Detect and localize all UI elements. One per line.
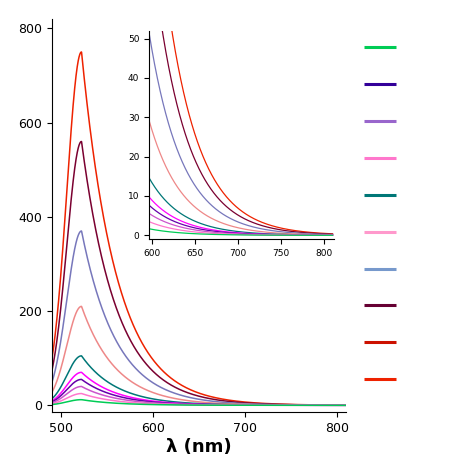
X-axis label: λ (nm): λ (nm) xyxy=(166,438,232,456)
